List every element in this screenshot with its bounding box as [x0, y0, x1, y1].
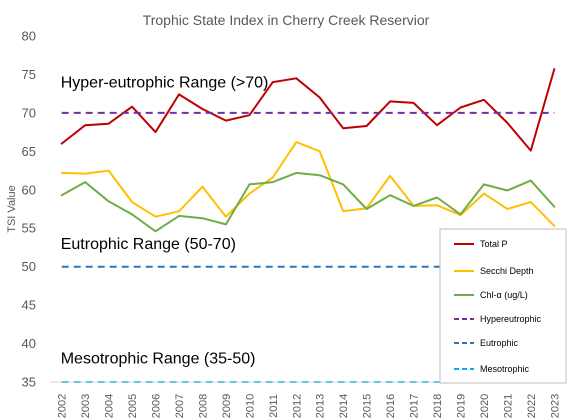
- series-line-chl-ug-l: [60, 171, 556, 233]
- legend-label: Hypereutrophic: [480, 314, 542, 324]
- x-tick-label: 2014: [338, 394, 350, 418]
- x-tick-label: 2006: [151, 394, 163, 418]
- legend-item-chl-ug-l: Chl-α (ug/L): [454, 290, 528, 300]
- x-tick-label: 2013: [315, 394, 327, 418]
- x-tick-label: 2011: [268, 394, 280, 418]
- legend-item-hypereutrophic: Hypereutrophic: [454, 314, 542, 324]
- x-tick-label: 2023: [549, 394, 561, 418]
- legend-label: Mesotrophic: [480, 364, 530, 374]
- series-line-total-p: [60, 68, 556, 152]
- x-tick-label: 2007: [174, 394, 186, 418]
- range-annotation: Hyper-eutrophic Range (>70): [61, 75, 269, 92]
- y-tick-label: 45: [22, 298, 36, 313]
- legend-item-eutrophic: Eutrophic: [454, 338, 519, 348]
- legend-label: Total P: [480, 239, 508, 249]
- x-tick-label: 2003: [80, 394, 92, 418]
- legend-label: Secchi Depth: [480, 266, 534, 276]
- x-tick-labels: 2002 2003 2004 2005 2006 2007 2008 2009 2010 2011…: [57, 394, 562, 418]
- legend-item-secchi-depth: Secchi Depth: [454, 266, 534, 276]
- legend: Total P Secchi Depth Chl-α (ug/L) Hypereutr…: [439, 228, 567, 384]
- legend-label: Chl-α (ug/L): [480, 290, 528, 300]
- x-tick-label: 2005: [127, 394, 139, 418]
- chart-title: Trophic State Index in Cherry Creek Rese…: [143, 12, 430, 28]
- x-tick-label: 2018: [432, 394, 444, 418]
- x-tick-label: 2012: [291, 394, 303, 418]
- y-tick-label: 35: [22, 375, 36, 390]
- y-tick-label: 75: [22, 67, 36, 82]
- range-annotation: Mesotrophic Range (35-50): [61, 351, 256, 368]
- x-tick-label: 2016: [385, 394, 397, 418]
- y-tick-labels: 35 40 45 50 55 60 65 70 75 80: [22, 29, 36, 390]
- x-tick-label: 2009: [221, 394, 233, 418]
- y-axis-title: TSI Value: [6, 185, 18, 233]
- x-tick-label: 2020: [479, 394, 491, 418]
- legend-item-mesotrophic: Mesotrophic: [454, 364, 530, 374]
- y-tick-label: 70: [22, 105, 36, 120]
- x-tick-label: 2008: [197, 394, 209, 418]
- y-tick-label: 60: [22, 182, 36, 197]
- y-tick-label: 55: [22, 221, 36, 236]
- series-chl-ug-l: [60, 171, 556, 233]
- x-tick-label: 2019: [455, 394, 467, 418]
- x-tick-label: 2022: [526, 394, 538, 418]
- x-tick-label: 2004: [104, 394, 116, 418]
- legend-item-total-p: Total P: [454, 239, 508, 249]
- legend-box: [439, 228, 567, 384]
- y-tick-label: 80: [22, 29, 36, 44]
- x-tick-label: 2015: [362, 394, 374, 418]
- x-tick-label: 2002: [57, 394, 69, 418]
- x-tick-label: 2021: [502, 394, 514, 418]
- legend-label: Eutrophic: [480, 338, 519, 348]
- y-tick-label: 65: [22, 144, 36, 159]
- y-tick-label: 40: [22, 336, 36, 351]
- y-tick-label: 50: [22, 259, 36, 274]
- x-tick-label: 2017: [409, 394, 421, 418]
- range-annotation: Eutrophic Range (50-70): [61, 236, 236, 253]
- series-total-p: [60, 68, 556, 152]
- series-line-secchi-depth: [60, 141, 556, 227]
- x-tick-label: 2010: [244, 394, 256, 418]
- range-annotations: Hyper-eutrophic Range (>70) Eutrophic Ran…: [61, 75, 269, 368]
- series-secchi-depth: [60, 141, 556, 227]
